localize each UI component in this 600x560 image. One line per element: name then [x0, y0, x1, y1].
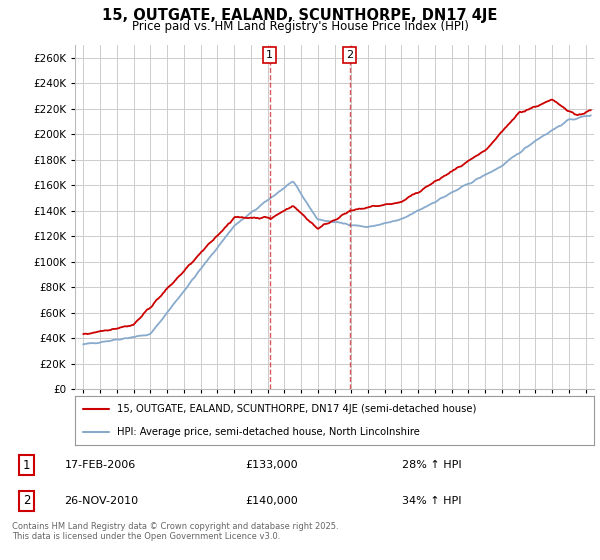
Text: Contains HM Land Registry data © Crown copyright and database right 2025.
This d: Contains HM Land Registry data © Crown c…: [12, 522, 338, 542]
Text: 15, OUTGATE, EALAND, SCUNTHORPE, DN17 4JE (semi-detached house): 15, OUTGATE, EALAND, SCUNTHORPE, DN17 4J…: [116, 404, 476, 414]
Text: 2: 2: [23, 494, 30, 507]
Text: 2: 2: [346, 50, 353, 60]
Text: 17-FEB-2006: 17-FEB-2006: [64, 460, 136, 470]
Text: £140,000: £140,000: [245, 496, 298, 506]
Text: HPI: Average price, semi-detached house, North Lincolnshire: HPI: Average price, semi-detached house,…: [116, 427, 419, 437]
Text: 28% ↑ HPI: 28% ↑ HPI: [402, 460, 461, 470]
Text: £133,000: £133,000: [245, 460, 298, 470]
Text: 26-NOV-2010: 26-NOV-2010: [64, 496, 139, 506]
Text: Price paid vs. HM Land Registry's House Price Index (HPI): Price paid vs. HM Land Registry's House …: [131, 20, 469, 32]
Text: 15, OUTGATE, EALAND, SCUNTHORPE, DN17 4JE: 15, OUTGATE, EALAND, SCUNTHORPE, DN17 4J…: [103, 8, 497, 24]
Text: 34% ↑ HPI: 34% ↑ HPI: [402, 496, 461, 506]
Text: 1: 1: [23, 459, 30, 472]
Text: 1: 1: [266, 50, 273, 60]
